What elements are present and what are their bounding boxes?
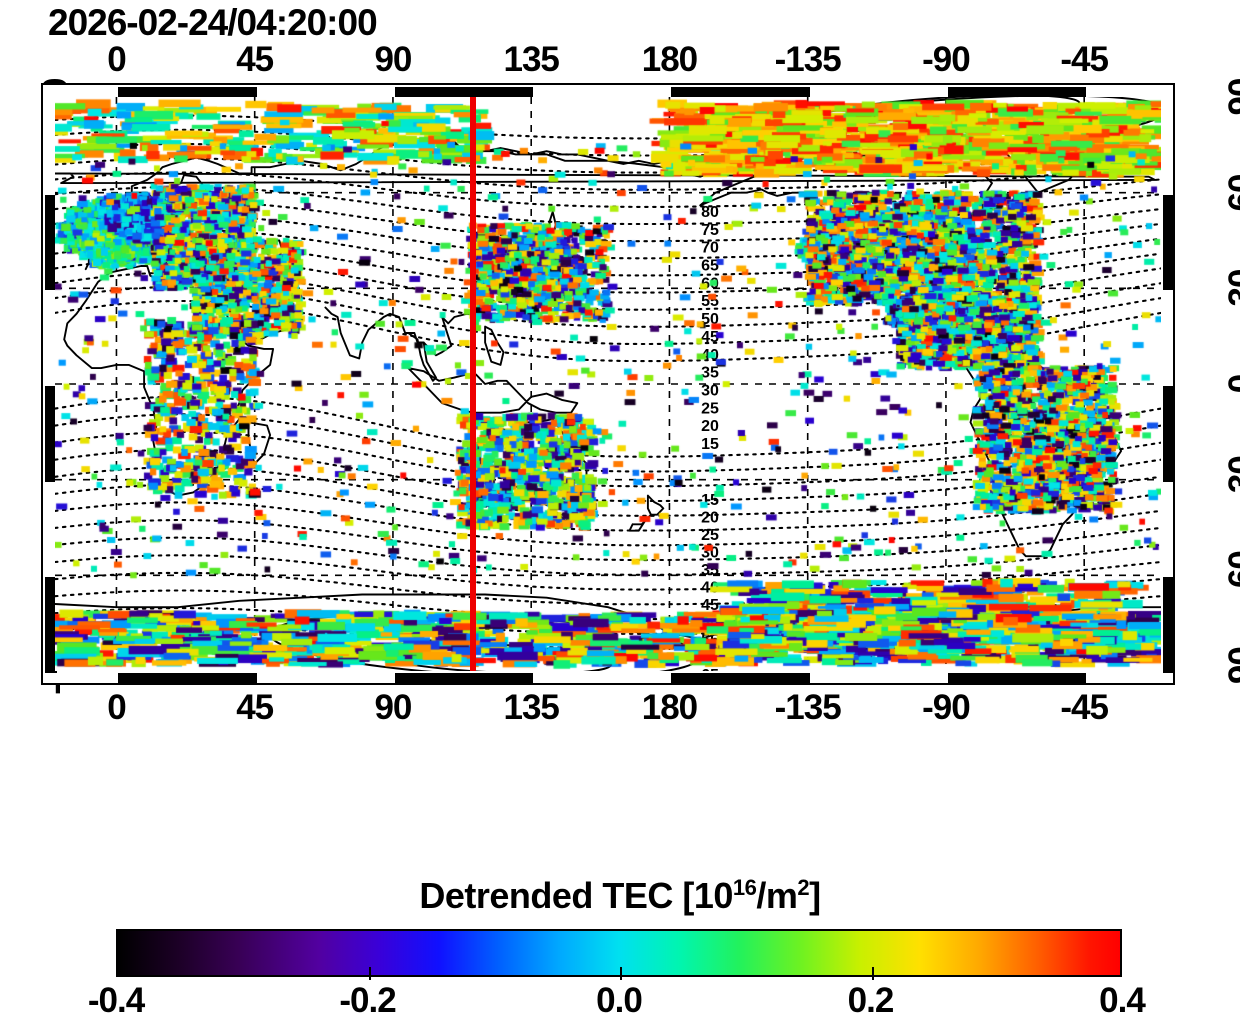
y-tick-right-6: -90 <box>1222 647 1240 695</box>
x-tick-bottom-0: 0 <box>107 688 126 727</box>
x-tick-top-0: 0 <box>107 40 126 79</box>
x-tick-bottom-4: 180 <box>641 688 698 727</box>
colorbar-tick-label-2: 0.0 <box>596 981 643 1020</box>
frame-bar-h <box>394 87 534 99</box>
x-tick-bottom-1: 45 <box>236 688 274 727</box>
y-tick-right-3: 0 <box>1222 375 1240 393</box>
cbtitle-exp: 16 <box>732 875 757 900</box>
frame-bar-v <box>45 577 57 673</box>
x-tick-bottom-2: 90 <box>374 688 412 727</box>
frame-bar-v <box>1163 386 1175 482</box>
colorbar-tick-label-3: 0.2 <box>847 981 895 1020</box>
cbtitle-close: ] <box>809 875 821 916</box>
x-tick-bottom-7: -45 <box>1060 688 1109 727</box>
frame-bar-h <box>671 87 810 99</box>
frame-bar-v <box>45 386 57 482</box>
meridian-line <box>469 97 476 671</box>
frame-bar-h <box>671 673 810 685</box>
x-tick-bottom-3: 135 <box>503 688 559 727</box>
frame-bar-v <box>1163 577 1175 673</box>
x-tick-top-4: 180 <box>641 40 698 79</box>
y-tick-right-2: 30 <box>1222 269 1240 307</box>
frame-bar-h <box>947 87 1087 99</box>
frame-bar-h <box>118 87 257 99</box>
y-tick-right-0: 90 <box>1222 78 1240 116</box>
x-tick-bottom-5: -135 <box>774 688 842 727</box>
y-tick-right-4: -30 <box>1222 455 1240 504</box>
frame-bar-h <box>947 673 1087 685</box>
x-tick-top-6: -90 <box>922 40 971 79</box>
cbtitle-tail: /m <box>756 875 798 916</box>
colorbar-title: Detrended TEC [1016/m2] <box>419 875 821 917</box>
cbtitle-main: Detrended TEC [10 <box>419 875 733 916</box>
colorbar[interactable] <box>116 929 1122 980</box>
tec-data-layer <box>55 97 1161 671</box>
x-tick-top-7: -45 <box>1060 40 1109 79</box>
frame-bar-v <box>1163 194 1175 291</box>
x-tick-top-3: 135 <box>503 40 559 79</box>
colorbar-tick-3 <box>871 967 874 980</box>
map-canvas[interactable]: 8075706560555045403530252015152025303540… <box>55 97 1161 671</box>
colorbar-tick-label-0: -0.4 <box>87 981 145 1020</box>
page-title: 2026-02-24/04:20:00 <box>48 2 378 43</box>
colorbar-tick-2 <box>620 967 622 980</box>
colorbar-tick-1 <box>368 967 371 980</box>
colorbar-tick-label-4: 0.4 <box>1099 981 1146 1020</box>
x-tick-top-1: 45 <box>236 40 274 79</box>
x-tick-bottom-6: -90 <box>922 688 971 727</box>
y-tick-right-1: 60 <box>1222 174 1240 212</box>
colorbar-tick-label-1: -0.2 <box>339 981 396 1020</box>
frame-bar-v <box>45 194 57 291</box>
x-tick-top-5: -135 <box>774 40 842 79</box>
frame-bar-h <box>394 673 534 685</box>
map-plot-area[interactable]: 8075706560555045403530252015152025303540… <box>41 83 1175 685</box>
frame-bar-h <box>118 673 257 685</box>
cbtitle-exp2: 2 <box>797 875 810 900</box>
y-tick-right-5: -60 <box>1222 551 1240 600</box>
x-tick-top-2: 90 <box>374 40 412 79</box>
